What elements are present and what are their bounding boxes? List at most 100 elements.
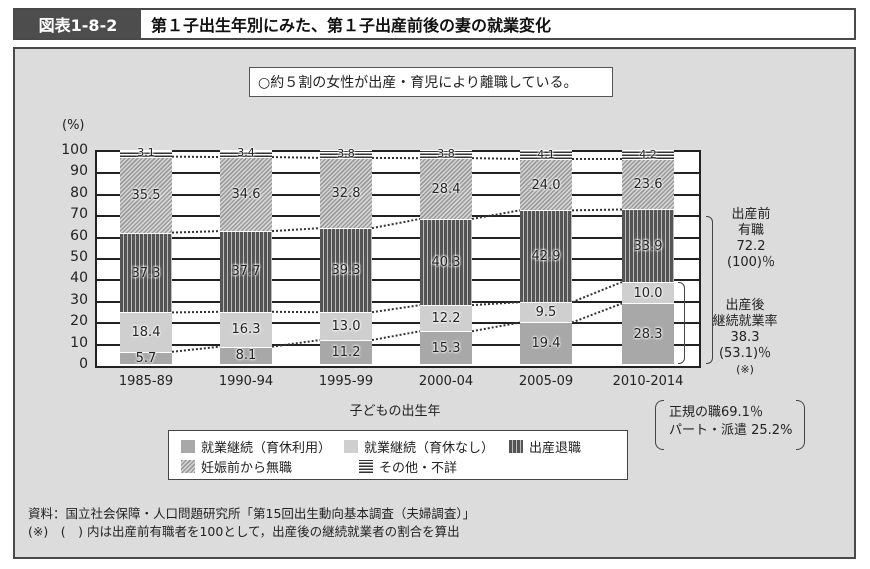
bar-segment: 12.2 [420, 305, 472, 332]
legend-swatch [181, 460, 195, 473]
bar-segment: 3.1 [120, 146, 172, 159]
bar-segment: 3.8 [320, 146, 372, 160]
bar-value-label: 3.1 [137, 146, 155, 160]
bar-value-label: 33.9 [633, 238, 663, 254]
legend-label: 妊娠前から無職 [201, 461, 293, 476]
bar-segment: 19.4 [520, 322, 572, 364]
bar-segment: 3.8 [420, 147, 472, 161]
bar-segment: 24.0 [520, 158, 572, 211]
bar-value-label: 11.2 [331, 345, 361, 360]
legend-swatch [344, 440, 358, 453]
bar-value-label: 28.4 [431, 181, 461, 197]
bar-value-label: 9.5 [535, 305, 557, 321]
y-tick: 30 [70, 292, 88, 308]
annotation-after-birth: 出産後 継続就業率 38.3 (53.1)％ (※) [700, 298, 790, 378]
y-tick: 100 [61, 142, 88, 158]
gridline [97, 258, 699, 260]
bar-value-label: 34.6 [231, 187, 261, 203]
bar-segment: 15.3 [420, 331, 472, 364]
bar-value-label: 42.9 [531, 249, 561, 265]
bar-segment: 34.6 [220, 157, 272, 232]
annotation-label: 出産前 [731, 207, 771, 222]
annotation-note: (※) [736, 363, 754, 376]
gridline [97, 301, 699, 303]
bar-segment: 13.0 [320, 312, 372, 341]
figure-header: 図表1-8-2 第１子出生年別にみた、第１子出産前後の妻の就業変化 [13, 8, 856, 40]
callout-box: ○約５割の女性が出産・育児により離職している。 [249, 67, 613, 97]
bar-segment: 11.2 [320, 340, 372, 364]
bar-segment: 37.3 [120, 232, 172, 313]
legend-label: 就業継続（育休なし） [364, 441, 495, 456]
legend-item: 就業継続（育休なし） [344, 437, 494, 456]
bar-value-label: 32.8 [331, 186, 361, 201]
bar-value-label: 4.2 [639, 147, 657, 161]
figure-title: 第１子出生年別にみた、第１子出産前後の妻の就業変化 [151, 16, 552, 35]
legend-label: 出産退職 [529, 441, 582, 456]
gridline [97, 322, 699, 324]
x-tick: 2010-2014 [612, 374, 684, 389]
bar-value-label: 15.3 [431, 340, 461, 356]
legend-swatch [509, 440, 523, 453]
bar-segment: 42.9 [520, 210, 572, 303]
bar-value-label: 12.2 [431, 311, 461, 327]
bar-segment: 3.4 [220, 146, 272, 159]
y-tick: 40 [70, 270, 88, 286]
gridline [97, 172, 699, 174]
bar-segment: 8.1 [220, 346, 272, 364]
bar-value-label: 37.7 [231, 264, 261, 280]
annotation-value: 38.3 [730, 330, 760, 345]
gridline [97, 215, 699, 217]
bar-segment: 4.1 [520, 147, 572, 161]
annotation-sub: (100)％ [727, 255, 775, 270]
y-axis-unit: (%) [62, 118, 85, 133]
bar-value-label: 35.5 [131, 187, 161, 203]
x-tick: 2005-09 [518, 374, 574, 389]
gridline [97, 194, 699, 196]
bar-segment: 28.3 [622, 303, 674, 364]
bar-segment: 33.9 [622, 209, 674, 283]
bar-value-label: 8.1 [235, 348, 257, 364]
annotation-sub: (53.1)％ [718, 346, 772, 361]
y-tick: 70 [70, 206, 88, 222]
x-tick: 2000-04 [418, 374, 474, 389]
legend-label: 就業継続（育休利用） [201, 441, 332, 456]
bar-value-label: 3.8 [337, 146, 355, 160]
bar-value-label: 24.0 [531, 177, 561, 193]
legend-item: その他・不詳 [359, 457, 457, 476]
x-tick: 1995-99 [318, 374, 374, 389]
gridline [97, 344, 699, 346]
x-tick: 1985-89 [118, 374, 174, 389]
bar-segment: 28.4 [420, 158, 472, 219]
legend: 就業継続（育休利用） 就業継続（育休なし） 出産退職 妊娠前から無職 その他・不… [168, 430, 628, 480]
bar-value-label: 39.3 [331, 263, 361, 279]
plot-area [95, 150, 701, 368]
bar-segment: 5.7 [120, 351, 172, 366]
bar-value-label: 28.3 [633, 326, 663, 342]
brace-after [678, 282, 685, 364]
bar-value-label: 37.3 [131, 265, 161, 281]
legend-item: 妊娠前から無職 [181, 457, 292, 476]
legend-item: 就業継続（育休利用） [181, 437, 331, 456]
bar-segment: 9.5 [520, 302, 572, 323]
annotation-label: 有職 [737, 223, 764, 238]
bar-value-label: 10.0 [633, 285, 663, 301]
employment-type-note: 正規の職69.1％ パート・派遣 25.2% [655, 400, 805, 450]
bar-segment: 18.4 [120, 312, 172, 352]
annotation-before-birth: 出産前 有職 72.2 (100)％ [716, 207, 786, 271]
bar-value-label: 13.0 [331, 319, 361, 335]
bar-value-label: 4.1 [537, 147, 555, 161]
bar-value-label: 3.4 [237, 146, 255, 160]
bar-segment: 39.3 [320, 228, 372, 313]
source-note: (※) ( ) 内は出産前有職者を100として，出産後の継続就業者の割合を算出 [28, 524, 460, 539]
figure-code: 図表1-8-2 [15, 10, 141, 38]
bar-segment: 23.6 [622, 158, 674, 210]
note-regular: 正規の職69.1％ [669, 405, 763, 420]
annotation-label: 出産後 [725, 298, 765, 313]
bar-segment: 37.7 [220, 231, 272, 312]
bar-value-label: 18.4 [131, 325, 161, 341]
bar-value-label: 3.8 [437, 147, 455, 161]
x-tick: 1990-94 [218, 374, 274, 389]
annotation-label: 継続就業率 [712, 314, 778, 329]
legend-swatch [181, 440, 195, 453]
legend-swatch [359, 460, 373, 473]
